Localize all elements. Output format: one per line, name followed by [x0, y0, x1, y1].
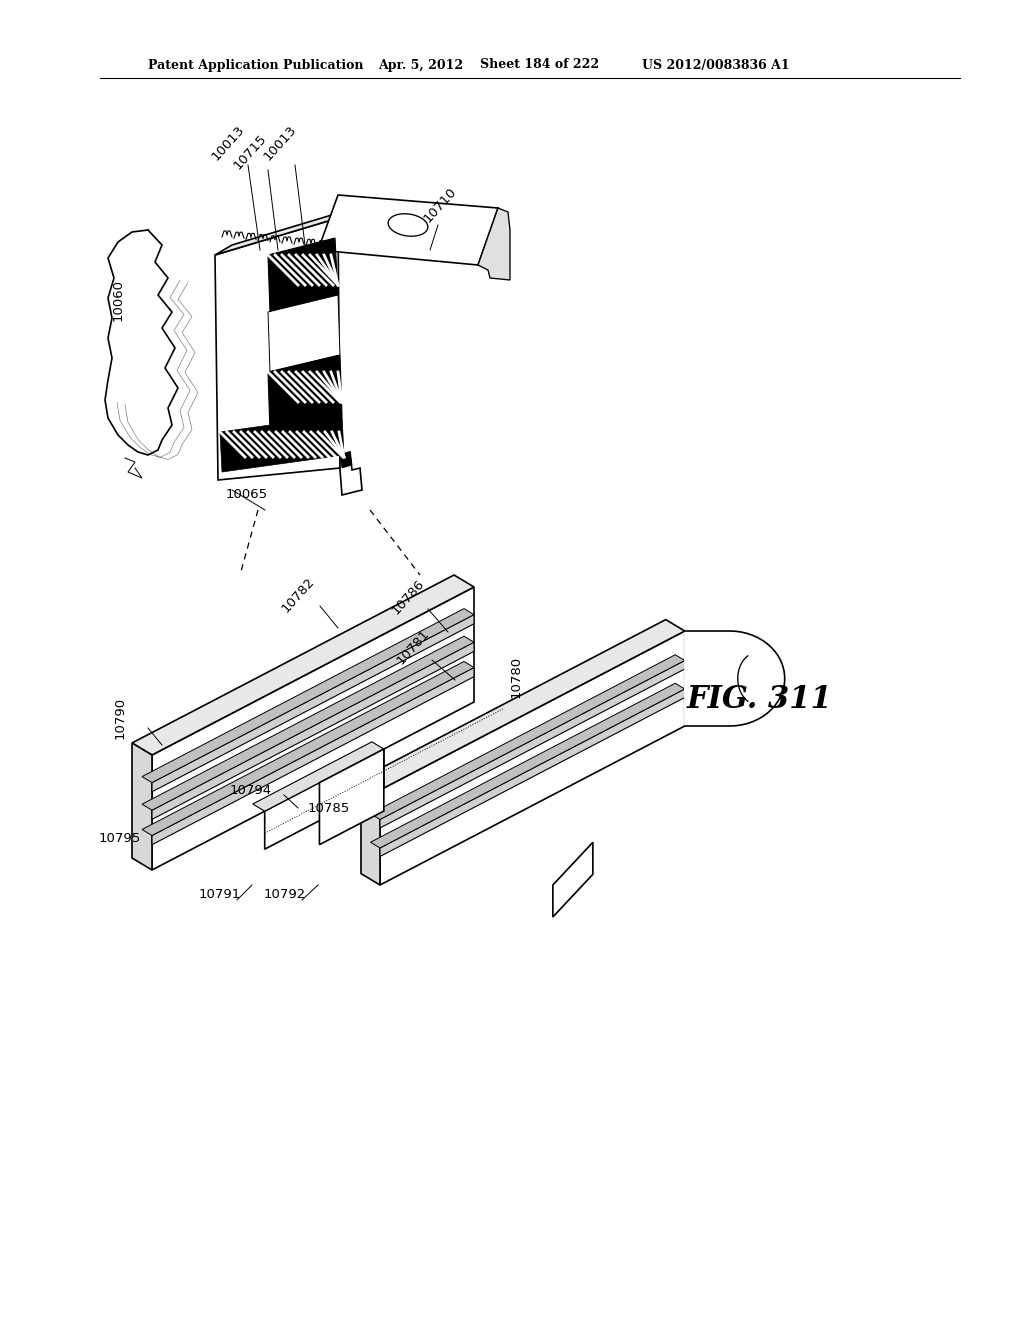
Text: Patent Application Publication: Patent Application Publication: [148, 58, 364, 71]
Polygon shape: [268, 238, 338, 312]
Polygon shape: [142, 609, 474, 783]
Text: 10013: 10013: [209, 123, 247, 164]
Text: 10715: 10715: [231, 132, 269, 172]
Text: Apr. 5, 2012: Apr. 5, 2012: [378, 58, 463, 71]
Text: 10791: 10791: [199, 888, 241, 902]
Ellipse shape: [388, 214, 428, 236]
Polygon shape: [685, 631, 784, 726]
Text: 10060: 10060: [112, 279, 125, 321]
Polygon shape: [361, 779, 380, 884]
Polygon shape: [318, 195, 498, 265]
Polygon shape: [220, 414, 344, 473]
Text: 10710: 10710: [421, 185, 459, 224]
Polygon shape: [253, 742, 384, 812]
Polygon shape: [361, 619, 685, 789]
Text: FIG. 311: FIG. 311: [687, 685, 833, 715]
Text: US 2012/0083836 A1: US 2012/0083836 A1: [642, 58, 790, 71]
Text: 10781: 10781: [394, 627, 432, 667]
Polygon shape: [553, 842, 593, 917]
Polygon shape: [380, 660, 685, 828]
Polygon shape: [380, 689, 685, 857]
Polygon shape: [264, 748, 384, 849]
Polygon shape: [371, 684, 685, 847]
Polygon shape: [132, 576, 474, 755]
Polygon shape: [380, 631, 685, 884]
Text: 10785: 10785: [308, 801, 350, 814]
Text: 10013: 10013: [261, 123, 299, 164]
Polygon shape: [152, 587, 474, 870]
Text: 10790: 10790: [114, 697, 127, 739]
Polygon shape: [268, 294, 340, 372]
Text: 10794: 10794: [229, 784, 272, 796]
Polygon shape: [319, 748, 384, 845]
Polygon shape: [215, 218, 340, 480]
Polygon shape: [268, 355, 342, 432]
Text: 10792: 10792: [264, 888, 306, 902]
Text: 10795: 10795: [99, 832, 141, 845]
Polygon shape: [152, 643, 474, 820]
Polygon shape: [142, 661, 474, 836]
Polygon shape: [215, 209, 355, 255]
Polygon shape: [478, 209, 510, 280]
Polygon shape: [371, 655, 685, 820]
Text: 10782: 10782: [279, 576, 317, 615]
Polygon shape: [152, 615, 474, 792]
Polygon shape: [340, 451, 362, 495]
Polygon shape: [142, 636, 474, 810]
Text: 10065: 10065: [226, 488, 268, 502]
Polygon shape: [152, 668, 474, 845]
Polygon shape: [132, 743, 152, 870]
Polygon shape: [105, 230, 178, 455]
Text: 10780: 10780: [510, 656, 522, 698]
Text: Sheet 184 of 222: Sheet 184 of 222: [480, 58, 599, 71]
Polygon shape: [340, 451, 352, 469]
Text: 10786: 10786: [389, 577, 427, 616]
